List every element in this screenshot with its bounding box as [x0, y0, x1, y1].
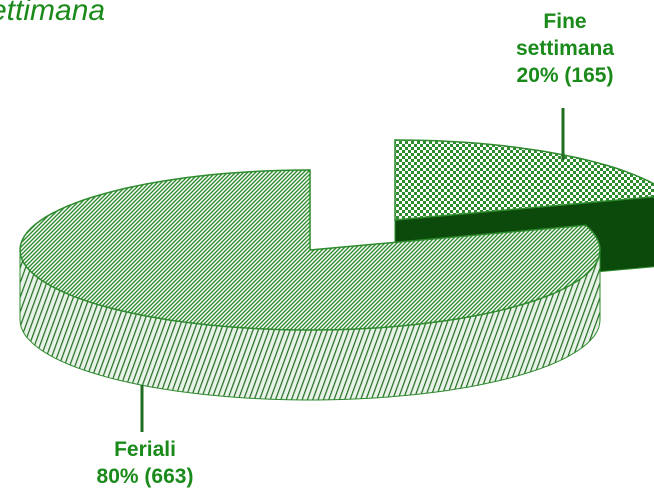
value-label: 80% (663): [96, 465, 194, 488]
category-label: Fine settimana: [515, 10, 615, 60]
pie-slice: [19, 169, 601, 331]
chart-title: ettimana: [0, 0, 106, 27]
category-label: Feriali: [114, 438, 176, 461]
slice-label: Feriali 80% (663): [60, 436, 230, 490]
pie-slice: [394, 139, 654, 221]
value-label: 20% (165): [516, 64, 614, 87]
slice-label: Fine settimana 20% (165): [480, 8, 650, 89]
